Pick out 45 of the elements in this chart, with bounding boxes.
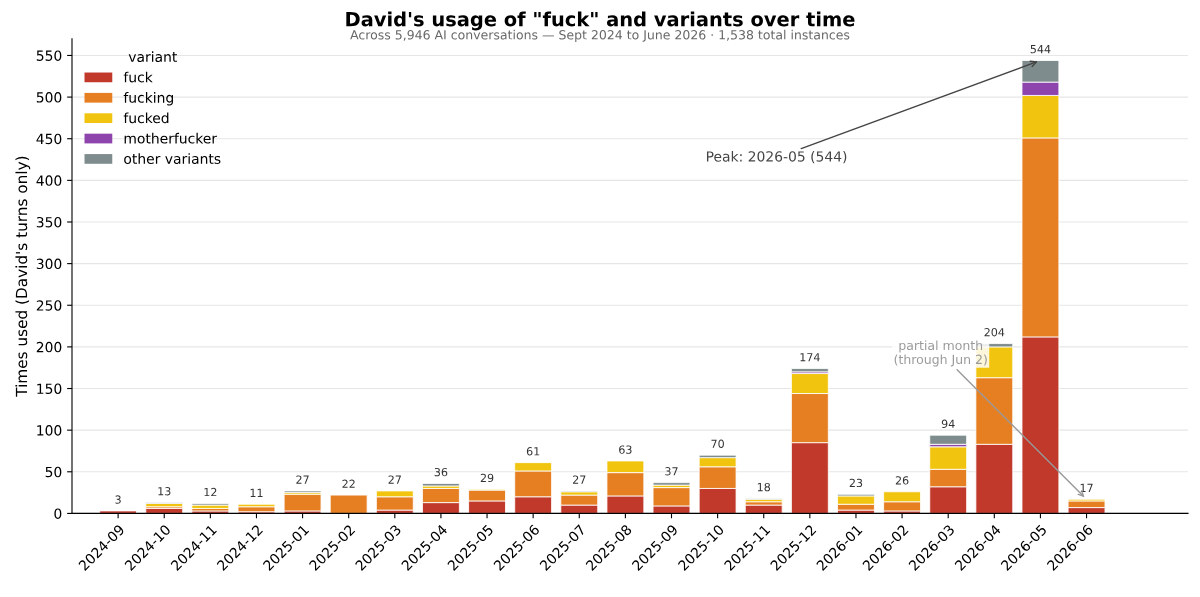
y-axis-title: Times used (David's turns only) (15, 156, 31, 397)
legend-label: fuck (123, 71, 153, 83)
total-label: 29 (480, 473, 494, 483)
y-tick-label: 400 (36, 175, 62, 186)
total-label: 26 (895, 476, 909, 485)
total-label: 204 (984, 328, 1005, 337)
total-label: 70 (711, 439, 724, 448)
total-label: 22 (342, 479, 355, 488)
y-tick-label: 0 (54, 508, 62, 519)
y-tick-label: 350 (36, 216, 62, 228)
total-label: 94 (941, 419, 955, 428)
y-tick-label: 50 (45, 466, 62, 478)
total-label: 18 (757, 482, 771, 492)
total-label: 174 (800, 353, 820, 362)
y-tick-label: 100 (37, 425, 62, 436)
total-label: 3 (115, 495, 121, 504)
total-label: 23 (849, 478, 863, 488)
chart-subtitle: Across 5,946 AI conversations — Sept 2024 to June 2026 · 1,538 total instances (350, 29, 850, 42)
y-tick-label: 300 (36, 258, 62, 270)
total-label: 37 (665, 467, 678, 476)
total-label: 61 (526, 447, 540, 456)
legend-title: variant (128, 51, 177, 63)
chart-title: David's usage of "fuck" and variants over time (346, 11, 855, 31)
total-label: 27 (296, 475, 309, 484)
annotation: Peak: 2026-05 (544) (706, 150, 847, 164)
y-tick-label: 500 (36, 92, 62, 103)
y-tick-label: 550 (36, 50, 62, 61)
total-label: 63 (619, 445, 632, 454)
legend-label: fucking (123, 92, 173, 106)
total-label: 11 (250, 488, 263, 497)
total-label: 27 (573, 475, 586, 484)
total-label: 36 (434, 467, 448, 477)
y-tick-label: 150 (37, 383, 62, 394)
total-label: 27 (388, 475, 401, 484)
legend-label: fucked (123, 112, 169, 124)
total-label: 17 (1080, 483, 1093, 492)
y-tick-label: 250 (36, 300, 62, 311)
total-label: 12 (204, 487, 217, 497)
total-label: 13 (158, 487, 171, 496)
y-tick-label: 450 (36, 133, 62, 145)
annotation: partial month (through Jun 2) (894, 340, 987, 367)
y-tick-label: 200 (36, 341, 62, 353)
legend-label: other variants (124, 153, 221, 164)
total-label: 544 (1030, 45, 1051, 54)
legend-label: motherfucker (124, 132, 218, 144)
